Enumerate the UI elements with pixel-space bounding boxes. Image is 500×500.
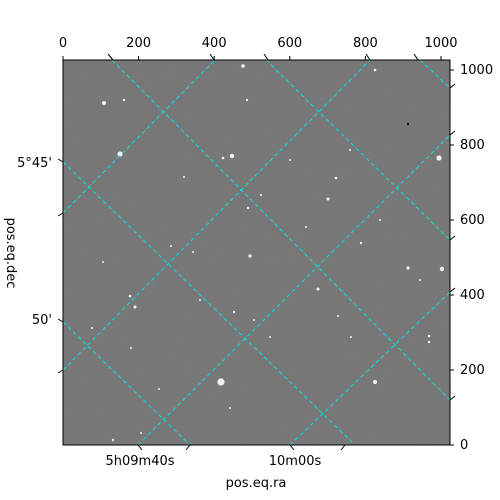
star <box>373 380 377 384</box>
coordinate-grid <box>63 60 450 445</box>
star <box>349 149 351 151</box>
wcs-tick <box>449 287 456 293</box>
wcs-tick <box>413 53 419 61</box>
star <box>140 432 142 434</box>
star <box>289 159 291 161</box>
wcs-tick <box>365 53 371 61</box>
right-tick-label: 400 <box>460 288 485 303</box>
wcs-tick <box>340 444 346 451</box>
star <box>350 336 352 338</box>
star <box>128 294 132 298</box>
star <box>122 98 126 102</box>
star-field <box>91 64 445 442</box>
star <box>427 334 431 338</box>
grid-line <box>63 161 356 445</box>
star <box>130 347 132 349</box>
star <box>133 305 137 309</box>
star <box>260 194 262 196</box>
wcs-tick <box>449 83 456 89</box>
plot-frame <box>62 59 451 446</box>
star <box>305 226 307 228</box>
star <box>170 245 172 247</box>
star <box>199 299 201 301</box>
axis-ticks <box>57 53 456 451</box>
wcs-tick <box>57 158 64 163</box>
star <box>419 279 421 281</box>
star <box>436 155 442 161</box>
star <box>229 407 231 409</box>
top-tick-label: 1000 <box>424 36 457 51</box>
wcs-tick <box>449 235 456 241</box>
star <box>91 327 93 329</box>
y-axis-title: pos.eq.dec <box>3 218 18 289</box>
wcs-tick <box>57 212 64 217</box>
wcs-tick <box>57 318 64 323</box>
star <box>334 176 338 180</box>
grid-line <box>265 60 450 241</box>
top-tick-label: 200 <box>126 36 151 51</box>
wcs-tick <box>449 130 456 136</box>
star <box>192 251 194 253</box>
wcs-tick <box>107 53 114 61</box>
star <box>379 219 381 221</box>
right-tick-label: 600 <box>460 213 485 228</box>
top-tick-label: 0 <box>59 36 67 51</box>
ra-tick-label: 10m00s <box>269 454 322 469</box>
star <box>246 206 250 210</box>
star <box>217 378 225 386</box>
grid-line <box>137 134 450 445</box>
star <box>406 266 410 270</box>
right-tick-label: 0 <box>460 438 468 453</box>
star <box>117 151 123 157</box>
star <box>183 176 185 178</box>
star <box>241 64 245 68</box>
wcs-tick <box>185 444 191 451</box>
wcs-tick <box>57 369 64 374</box>
star <box>102 261 104 263</box>
dec-tick-label: 5°45' <box>17 156 52 171</box>
star <box>253 319 255 321</box>
star <box>245 98 249 102</box>
wcs-tick <box>209 53 215 61</box>
grid-line <box>63 60 216 214</box>
sky-image <box>63 60 450 445</box>
star <box>337 315 339 317</box>
star <box>359 241 363 245</box>
star <box>248 254 252 258</box>
wcs-tick <box>449 395 456 401</box>
star <box>326 197 330 201</box>
right-tick-label: 800 <box>460 138 485 153</box>
right-tick-label: 1000 <box>460 63 493 78</box>
wcs-tick <box>263 53 269 61</box>
star <box>427 340 431 344</box>
wcs-tick <box>289 444 295 451</box>
right-tick-label: 200 <box>460 363 485 378</box>
top-tick-label: 400 <box>202 36 227 51</box>
star <box>111 438 115 442</box>
ra-tick-label: 5h09m40s <box>105 454 174 469</box>
dark-pixel <box>406 122 410 126</box>
star <box>221 156 225 160</box>
star <box>316 287 320 291</box>
star <box>232 310 236 314</box>
dec-tick-label: 50' <box>32 313 52 328</box>
star <box>229 153 235 159</box>
wcs-tick <box>137 444 143 451</box>
star <box>158 388 160 390</box>
top-tick-label: 600 <box>277 36 302 51</box>
grid-line <box>289 291 450 445</box>
top-tick-label: 800 <box>353 36 378 51</box>
grid-line <box>63 321 191 445</box>
star <box>373 68 377 72</box>
x-axis-title: pos.eq.ra <box>226 476 287 491</box>
grid-line <box>63 60 371 371</box>
star <box>269 336 271 338</box>
star <box>439 266 445 272</box>
star <box>102 101 106 105</box>
grid-line <box>111 60 450 401</box>
